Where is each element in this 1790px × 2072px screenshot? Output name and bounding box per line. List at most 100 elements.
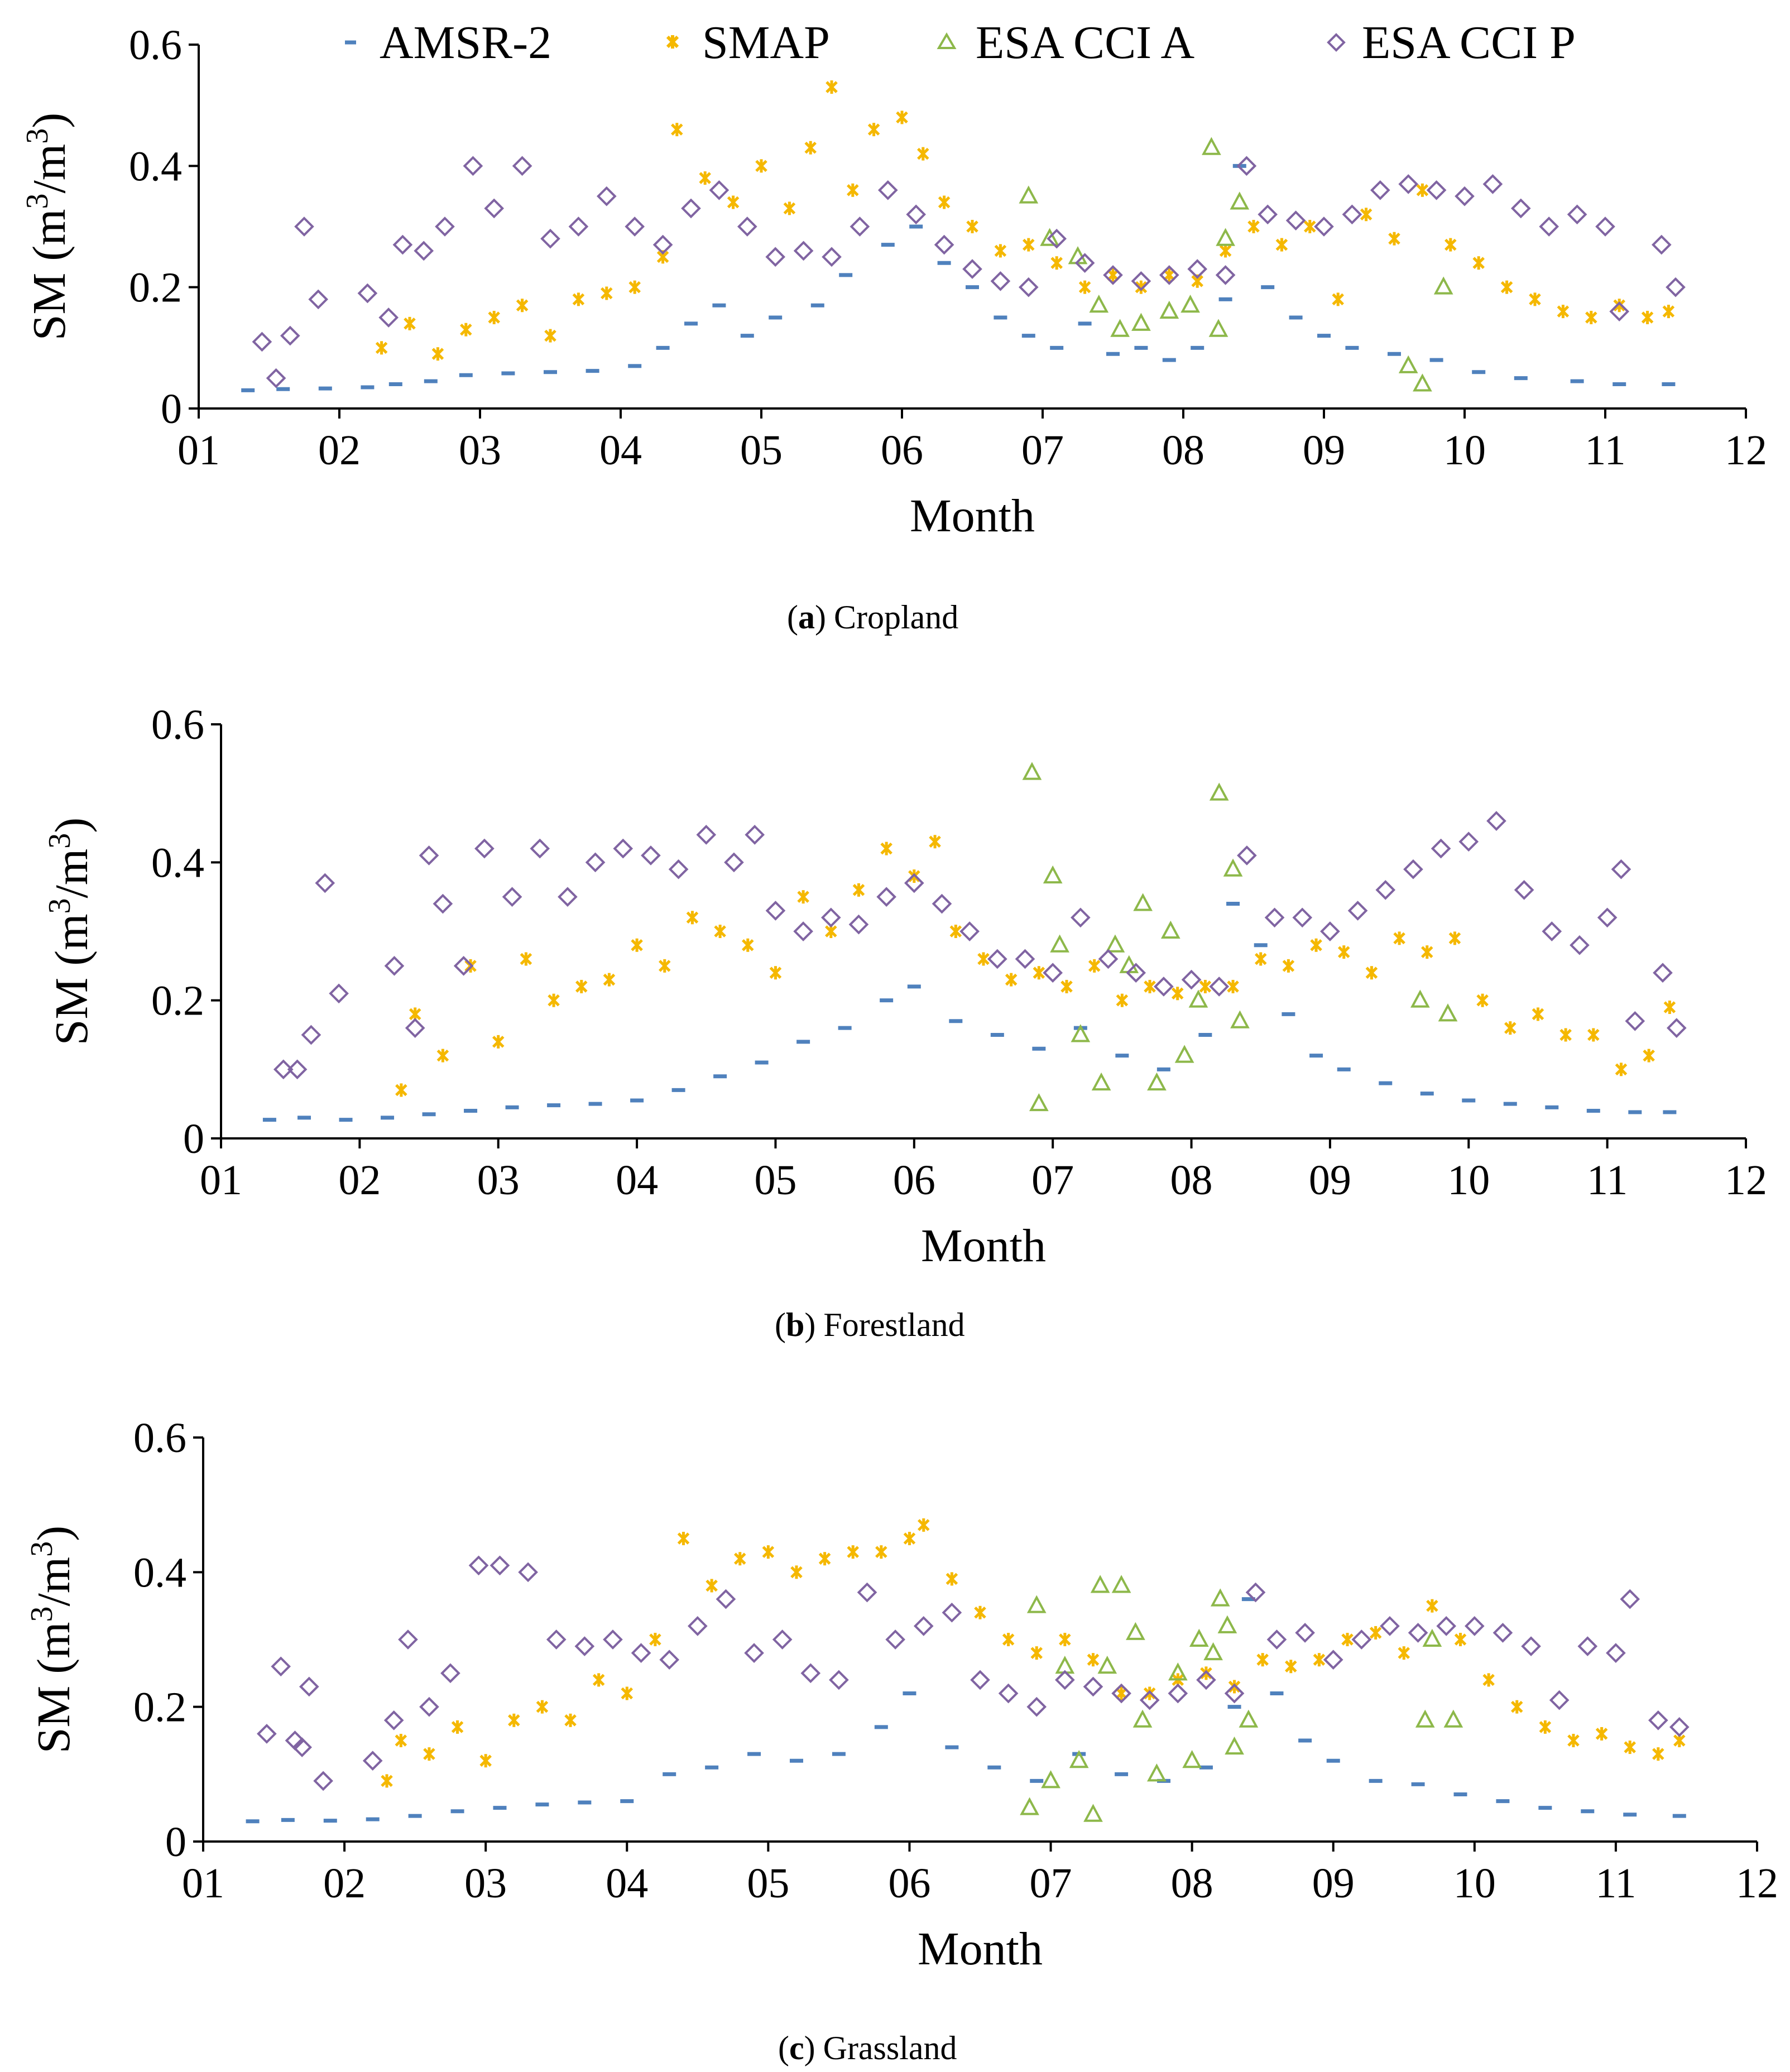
legend-label-esa-cci-p: ESA CCI P (1362, 17, 1576, 69)
point-esa-cci-p (398, 1629, 418, 1650)
point-smap (1304, 220, 1316, 233)
point-esa-cci-p (1458, 831, 1479, 852)
x-tick-label: 08 (1171, 1860, 1213, 1907)
point-esa-cci-a (1433, 276, 1453, 295)
point-esa-cci-p (1539, 217, 1559, 237)
point-esa-cci-p (1181, 969, 1202, 990)
y-tick-label: 0 (165, 1819, 186, 1866)
point-esa-cci-p (716, 1589, 736, 1609)
point-smap (1532, 1007, 1544, 1021)
x-tick-label: 11 (1585, 427, 1625, 474)
point-esa-cci-a (1126, 1622, 1145, 1640)
point-smap (603, 973, 616, 987)
legend-item-smap: SMAP (666, 17, 830, 69)
point-smap (1282, 959, 1295, 973)
point-esa-cci-p (1320, 921, 1340, 941)
x-tick-label: 10 (1447, 1157, 1490, 1204)
point-smap (1059, 1633, 1071, 1646)
point-smap (601, 286, 613, 300)
point-esa-cci-a (1230, 1010, 1250, 1028)
point-esa-cci-p (681, 198, 701, 219)
point-esa-cci-p (998, 1683, 1019, 1704)
point-esa-cci-p (1237, 845, 1257, 866)
point-esa-cci-p (558, 887, 578, 907)
point-smap (1398, 1646, 1410, 1660)
point-esa-cci-a (1050, 934, 1069, 953)
point-esa-cci-p (904, 873, 924, 893)
legend-marker-esa-cci-a (937, 32, 957, 49)
point-smap (1087, 1653, 1100, 1667)
chart-cropland: 0 0.2 0.4 0.6 01 02 03 04 05 06 07 08 09 10 11 12 Month S… (20, 22, 1767, 542)
caption-grassland: (c) Grassland (778, 2030, 957, 2066)
point-esa-cci-p (793, 241, 814, 261)
point-esa-cci-p (1549, 1690, 1570, 1710)
point-esa-cci-a (1159, 300, 1179, 319)
point-smap (1595, 1727, 1608, 1741)
y-tick-label: 0 (161, 386, 182, 432)
point-esa-cci-p (301, 1025, 321, 1045)
point-esa-cci-a (1110, 319, 1130, 337)
point-esa-cci-a (1083, 1804, 1103, 1822)
point-esa-cci-p (585, 852, 606, 873)
point-esa-cci-p (625, 217, 645, 237)
point-smap (1143, 1686, 1156, 1700)
point-esa-cci-a (1208, 319, 1228, 337)
point-esa-cci-a (1443, 1709, 1463, 1728)
point-smap (536, 1700, 549, 1714)
series-esa-cci-a (1019, 137, 1453, 392)
point-esa-cci-a (1091, 1072, 1111, 1091)
point-esa-cci-p (829, 1670, 849, 1690)
point-esa-cci-a (1097, 1656, 1117, 1674)
point-smap (1285, 1660, 1297, 1674)
point-esa-cci-p (1486, 811, 1506, 831)
point-esa-cci-p (1666, 277, 1686, 297)
point-esa-cci-p (435, 217, 455, 237)
point-smap (592, 1673, 605, 1687)
x-axis-title: Month (910, 490, 1035, 542)
point-esa-cci-p (1595, 217, 1615, 237)
point-smap (1641, 311, 1654, 324)
series-smap (375, 80, 1675, 361)
point-esa-cci-p (313, 1771, 333, 1791)
point-esa-cci-p (932, 893, 952, 914)
point-esa-cci-p (1126, 963, 1146, 983)
y-tick-label: 0 (183, 1116, 204, 1162)
point-smap (1426, 1599, 1438, 1613)
y-tick-label: 0.4 (133, 1549, 186, 1596)
point-esa-cci-p (641, 845, 661, 866)
point-smap (1360, 208, 1373, 222)
point-esa-cci-a (1180, 295, 1200, 313)
caption-letter-c: c (789, 2030, 804, 2066)
point-esa-cci-p (1653, 963, 1673, 983)
point-esa-cci-p (308, 289, 329, 310)
point-esa-cci-p (490, 1555, 510, 1576)
point-esa-cci-p (433, 893, 453, 914)
x-tick-label: 12 (1725, 1157, 1767, 1204)
point-smap (1559, 1028, 1572, 1042)
point-esa-cci-p (1083, 1676, 1103, 1697)
point-esa-cci-p (1493, 1623, 1513, 1643)
point-esa-cci-a (1225, 1736, 1244, 1755)
point-smap (1247, 220, 1260, 233)
point-esa-cci-a (1209, 782, 1229, 801)
point-esa-cci-p (1215, 265, 1236, 285)
point-esa-cci-a (1174, 1045, 1194, 1063)
point-esa-cci-p (987, 949, 1007, 969)
point-esa-cci-p (440, 1663, 460, 1684)
point-esa-cci-p (1611, 859, 1631, 879)
x-tick-label: 03 (464, 1860, 507, 1907)
caption-cropland: (a) Cropland (787, 599, 958, 636)
point-smap (1313, 1653, 1326, 1667)
legend: AMSR-2 SMAP ESA CCI A ESA CCI P (345, 17, 1576, 69)
point-esa-cci-p (696, 825, 717, 845)
point-esa-cci-p (596, 186, 617, 206)
point-smap (658, 959, 671, 973)
x-tick-label: 04 (599, 427, 642, 474)
series-esa-cci-p (273, 811, 1687, 1080)
x-tick-label: 07 (1030, 1860, 1072, 1907)
point-esa-cci-a (1398, 355, 1418, 373)
point-smap (742, 938, 754, 952)
point-esa-cci-p (613, 838, 634, 859)
point-smap (974, 1605, 986, 1619)
